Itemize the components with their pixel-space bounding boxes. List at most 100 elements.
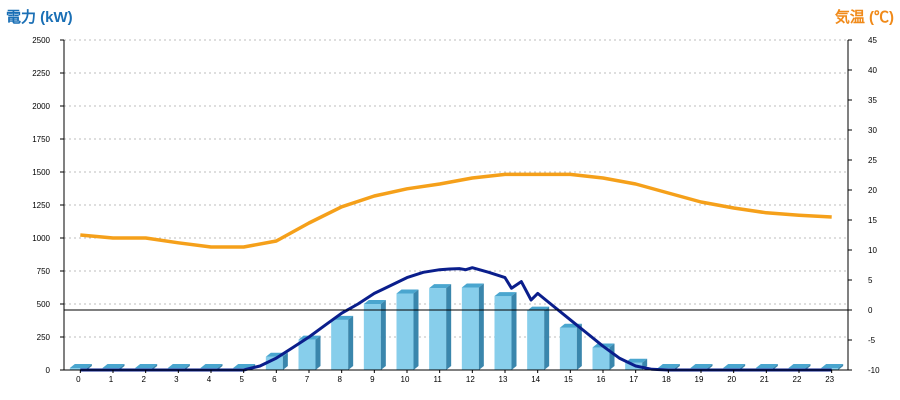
bar-front [494, 296, 512, 370]
bar-top [363, 300, 386, 304]
x-tick-label: 12 [466, 375, 475, 384]
bar-top [690, 364, 713, 369]
right-tick-label: -10 [868, 366, 880, 375]
bar-top [200, 364, 223, 369]
power-bar [363, 300, 386, 370]
right-tick-label: 35 [868, 96, 877, 105]
data-lines [80, 172, 832, 372]
x-tick-label: 19 [695, 375, 704, 384]
bar-top [723, 364, 746, 369]
bar-top [755, 364, 778, 369]
x-tick-label: 9 [370, 375, 375, 384]
tick-labels: 02505007501000125015001750200022502500-1… [32, 36, 880, 384]
x-tick-label: 3 [174, 375, 179, 384]
x-tick-label: 11 [434, 375, 443, 384]
bar-side [282, 352, 288, 370]
x-tick-label: 17 [629, 375, 638, 384]
power-bar [592, 343, 615, 370]
power-bars [69, 283, 844, 370]
left-tick-label: 1000 [32, 234, 50, 243]
bar-front [396, 293, 414, 370]
bar-top [135, 364, 158, 369]
left-tick-label: 750 [37, 267, 51, 276]
left-tick-label: 2000 [32, 102, 50, 111]
power-bar [331, 315, 354, 370]
x-tick-label: 8 [337, 375, 342, 384]
bar-side [348, 315, 354, 370]
bar-front [69, 368, 87, 370]
bar-side [838, 364, 844, 370]
bar-side [544, 306, 550, 370]
left-tick-label: 1750 [32, 135, 50, 144]
bar-side [380, 300, 386, 370]
bar-top [821, 364, 844, 369]
bar-side [446, 284, 452, 370]
x-tick-label: 5 [239, 375, 244, 384]
left-tick-label: 0 [46, 366, 51, 375]
right-tick-label: 40 [868, 66, 877, 75]
axes [60, 39, 852, 373]
bar-top [167, 364, 190, 369]
x-tick-label: 21 [760, 375, 769, 384]
x-tick-label: 15 [564, 375, 573, 384]
bar-top [625, 358, 648, 363]
left-tick-label: 2500 [32, 36, 50, 45]
grid-lines [64, 39, 848, 338]
x-tick-label: 6 [272, 375, 277, 384]
x-tick-label: 2 [141, 375, 146, 384]
x-tick-label: 1 [109, 375, 114, 384]
bar-top [461, 283, 484, 288]
left-tick-label: 500 [37, 300, 51, 309]
right-tick-label: 45 [868, 36, 877, 45]
temperature-line [80, 172, 832, 249]
right-tick-label: -5 [868, 336, 876, 345]
bar-front [592, 347, 610, 370]
power-bar [494, 292, 517, 370]
bar-side [576, 323, 582, 370]
bar-top [69, 364, 92, 369]
power-bar [461, 283, 484, 370]
bar-front [331, 319, 349, 370]
bar-front [461, 287, 479, 370]
x-tick-label: 10 [401, 375, 410, 384]
bar-front [298, 339, 316, 370]
x-tick-label: 7 [305, 375, 310, 384]
power-bar [527, 306, 550, 370]
x-tick-label: 20 [727, 375, 736, 384]
bar-side [478, 283, 484, 370]
x-tick-label: 13 [499, 375, 508, 384]
bar-side [315, 335, 321, 370]
x-tick-label: 16 [597, 375, 606, 384]
bar-top [657, 364, 680, 369]
bar-top [102, 364, 125, 369]
power-bar [559, 323, 582, 370]
right-tick-label: 10 [868, 246, 877, 255]
bar-side [609, 343, 615, 370]
power-line [80, 266, 832, 372]
bar-front [527, 310, 545, 370]
x-tick-label: 23 [825, 375, 834, 384]
right-tick-label: 25 [868, 156, 877, 165]
right-tick-label: 30 [868, 126, 877, 135]
left-tick-label: 1500 [32, 168, 50, 177]
bar-top [429, 284, 452, 289]
power-bar [396, 289, 419, 370]
bar-side [413, 289, 419, 370]
bar-top [494, 292, 517, 297]
left-tick-label: 2250 [32, 69, 50, 78]
bar-side [511, 292, 517, 370]
bar-top [788, 364, 811, 369]
x-tick-label: 0 [76, 375, 81, 384]
x-tick-label: 22 [793, 375, 802, 384]
bar-front [429, 288, 447, 370]
left-tick-label: 250 [37, 333, 51, 342]
power-bar [429, 284, 452, 370]
right-tick-label: 0 [868, 306, 873, 315]
right-tick-label: 5 [868, 276, 873, 285]
x-tick-label: 14 [531, 375, 540, 384]
right-tick-label: 15 [868, 216, 877, 225]
x-tick-label: 18 [662, 375, 671, 384]
bar-front [559, 327, 577, 370]
left-axis-title: 電力 (kW) [6, 9, 73, 26]
x-tick-label: 4 [207, 375, 212, 384]
